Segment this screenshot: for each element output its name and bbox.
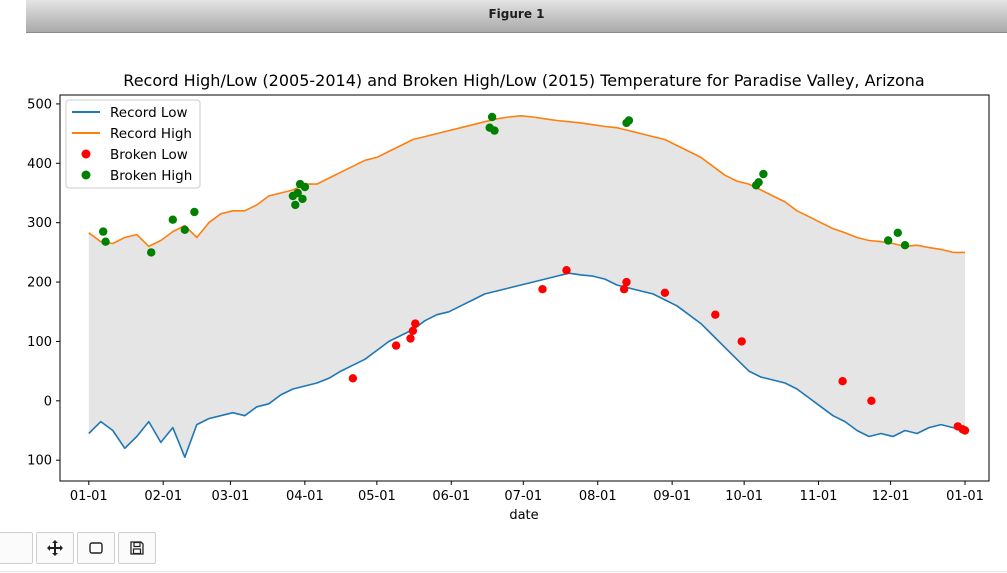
legend-swatch-broken-low [81,149,91,159]
status-divider [0,571,1007,572]
x-tick-label: 06-01 [432,489,470,504]
broken-high-point [624,116,634,125]
broken-high-point [893,228,902,237]
broken-low-point [711,310,720,319]
window-title: Figure 1 [488,7,545,21]
broken-low-point [406,334,415,343]
broken-high-point [884,236,893,245]
figure-toolbar [0,532,200,566]
broken-high-point [168,215,177,224]
zoom-rect-button[interactable] [77,532,115,564]
broken-low-point [408,326,418,335]
broken-low-point [660,288,670,297]
x-tick-label: 02-01 [144,489,182,504]
zoom-rect-icon [89,542,103,554]
pan-icon [47,540,63,556]
legend-label: Record High [110,126,192,142]
broken-high-point [147,248,156,257]
broken-low-point [391,341,401,350]
legend-label: Broken High [110,168,192,184]
x-tick-label: 10-01 [725,489,763,504]
broken-low-point [411,319,420,328]
broken-high-point [293,188,302,198]
x-tick-label: 09-01 [653,489,691,504]
broken-low-point [838,377,847,386]
y-tick-label: 100 [27,335,52,350]
broken-high-point [298,194,307,204]
broken-low-point [960,426,970,435]
x-axis-label: date [509,508,538,523]
save-button[interactable] [118,532,156,564]
y-tick-label: 200 [27,276,52,291]
legend-label: Record Low [110,105,188,121]
record-high-line [88,115,965,254]
y-tick-label: 100 [27,454,52,469]
broken-high-point [490,126,499,135]
x-tick-label: 05-01 [358,489,396,504]
broken-high-point [754,178,763,187]
broken-low-point [348,374,358,383]
broken-high-point [759,169,768,179]
broken-high-point [487,112,497,122]
x-tick-label: 12-01 [872,489,910,504]
save-icon [130,541,144,555]
broken-low-point [619,285,629,294]
y-tick-label: 300 [27,216,52,231]
x-tick-label: 01-01 [70,489,108,504]
broken-high-point [190,207,199,217]
x-tick-label: 07-01 [504,489,542,504]
legend-label: Broken Low [110,147,188,163]
broken-low-point [867,396,876,405]
x-tick-label: 03-01 [212,489,250,504]
broken-low-point [538,285,547,294]
y-tick-label: 0 [44,394,52,409]
fill-between-area [88,115,966,458]
plot-frame [59,94,990,482]
window-titlebar: Figure 1 [26,0,1007,33]
legend-box [65,99,201,189]
broken-low-point [622,277,631,287]
broken-high-point [101,237,110,246]
broken-low-point [737,337,746,346]
broken-high-point [300,182,310,192]
x-tick-label: 11-01 [800,489,838,504]
legend-swatch-broken-high [81,170,91,180]
broken-high-point [180,225,189,234]
pan-button[interactable] [0,532,33,564]
x-tick-label: 01-01 [946,489,984,504]
chart: Record High/Low (2005-2014) and Broken H… [27,71,990,523]
broken-high-point [99,227,108,236]
broken-low-point [562,266,571,275]
y-tick-label: 500 [27,97,52,112]
chart-title: Record High/Low (2005-2014) and Broken H… [123,71,924,90]
y-tick-label: 400 [27,157,52,172]
pan-button-move[interactable] [36,532,74,564]
x-tick-label: 08-01 [579,489,617,504]
broken-high-point [291,200,300,210]
record-low-line [88,272,966,459]
x-tick-label: 04-01 [286,489,324,504]
broken-high-point [900,241,910,250]
